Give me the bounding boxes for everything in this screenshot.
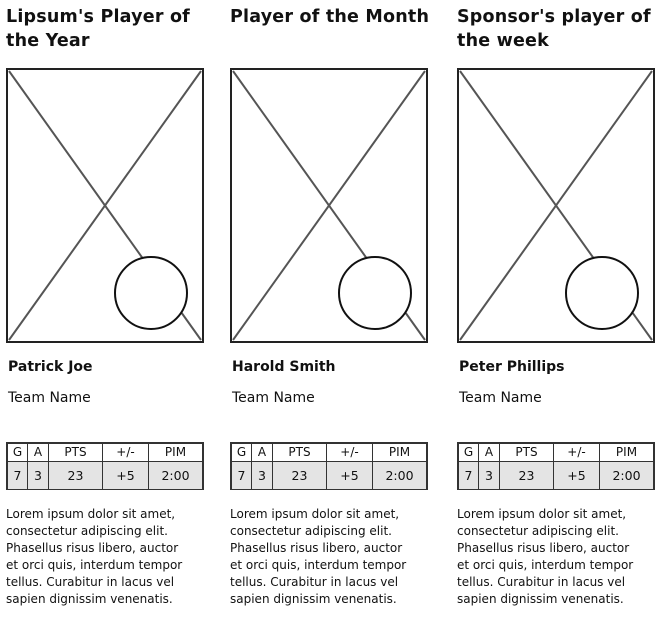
stat-header: PTS	[273, 444, 326, 462]
stat-value: 3	[479, 462, 499, 489]
stat-value: 3	[28, 462, 48, 489]
award-title: Player of the Month	[230, 7, 430, 27]
stats-table: G 7 A 3 PTS 23 +/- +5 PIM 2:00	[457, 442, 655, 490]
award-card: Player of the Month Harold Smith Team Name…	[230, 0, 442, 617]
player-description: Lorem ipsum dolor sit amet, consectetur …	[457, 507, 634, 606]
player-name: Peter Phillips	[459, 359, 565, 375]
image-placeholder-icon[interactable]	[230, 68, 429, 344]
stat-value: 2:00	[149, 462, 202, 489]
team-name: Team Name	[8, 390, 91, 406]
stat-header: +/-	[327, 444, 372, 462]
stat-header: PTS	[500, 444, 553, 462]
stats-table: G 7 A 3 PTS 23 +/- +5 PIM 2:00	[230, 442, 428, 490]
stat-value: 23	[49, 462, 102, 489]
stat-value: 2:00	[600, 462, 653, 489]
stat-value: 7	[232, 462, 251, 489]
stat-header: A	[28, 444, 48, 462]
stat-value: 7	[459, 462, 478, 489]
team-name: Team Name	[232, 390, 315, 406]
stat-header: A	[252, 444, 272, 462]
stat-value: +5	[103, 462, 148, 489]
stat-value: 2:00	[373, 462, 426, 489]
stat-value: 23	[273, 462, 326, 489]
stat-header: +/-	[103, 444, 148, 462]
stat-column: PTS 23	[499, 444, 553, 489]
stats-table: G 7 A 3 PTS 23 +/- +5 PIM 2:00	[6, 442, 204, 490]
stat-column: +/- +5	[326, 444, 372, 489]
stat-value: 23	[500, 462, 553, 489]
team-name: Team Name	[459, 390, 542, 406]
player-name: Patrick Joe	[8, 359, 93, 375]
award-title: Lipsum's Player of the Year	[6, 7, 190, 51]
stat-column: PIM 2:00	[599, 444, 653, 489]
circle-badge-icon	[338, 256, 412, 330]
stat-column: +/- +5	[553, 444, 599, 489]
award-card: Lipsum's Player of the Year Patrick Joe Te…	[6, 0, 218, 617]
stat-header: PIM	[600, 444, 653, 462]
stat-header: PIM	[373, 444, 426, 462]
stat-header: G	[459, 444, 478, 462]
award-title: Sponsor's player of the week	[457, 7, 651, 51]
stat-value: +5	[554, 462, 599, 489]
player-description: Lorem ipsum dolor sit amet, consectetur …	[230, 507, 407, 606]
circle-badge-icon	[114, 256, 188, 330]
stat-column: PIM 2:00	[372, 444, 426, 489]
stat-value: +5	[327, 462, 372, 489]
award-card: Sponsor's player of the week Peter Philli…	[457, 0, 669, 617]
stat-value: 7	[8, 462, 27, 489]
stat-value: 3	[252, 462, 272, 489]
stat-column: PTS 23	[272, 444, 326, 489]
stat-column: PIM 2:00	[148, 444, 202, 489]
stat-header: G	[232, 444, 251, 462]
player-name: Harold Smith	[232, 359, 336, 375]
circle-badge-icon	[565, 256, 639, 330]
stat-header: A	[479, 444, 499, 462]
stat-header: PTS	[49, 444, 102, 462]
stat-header: G	[8, 444, 27, 462]
player-description: Lorem ipsum dolor sit amet, consectetur …	[6, 507, 183, 606]
stat-header: PIM	[149, 444, 202, 462]
image-placeholder-icon[interactable]	[6, 68, 205, 344]
stat-column: +/- +5	[102, 444, 148, 489]
stat-column: PTS 23	[48, 444, 102, 489]
stat-header: +/-	[554, 444, 599, 462]
image-placeholder-icon[interactable]	[457, 68, 656, 344]
